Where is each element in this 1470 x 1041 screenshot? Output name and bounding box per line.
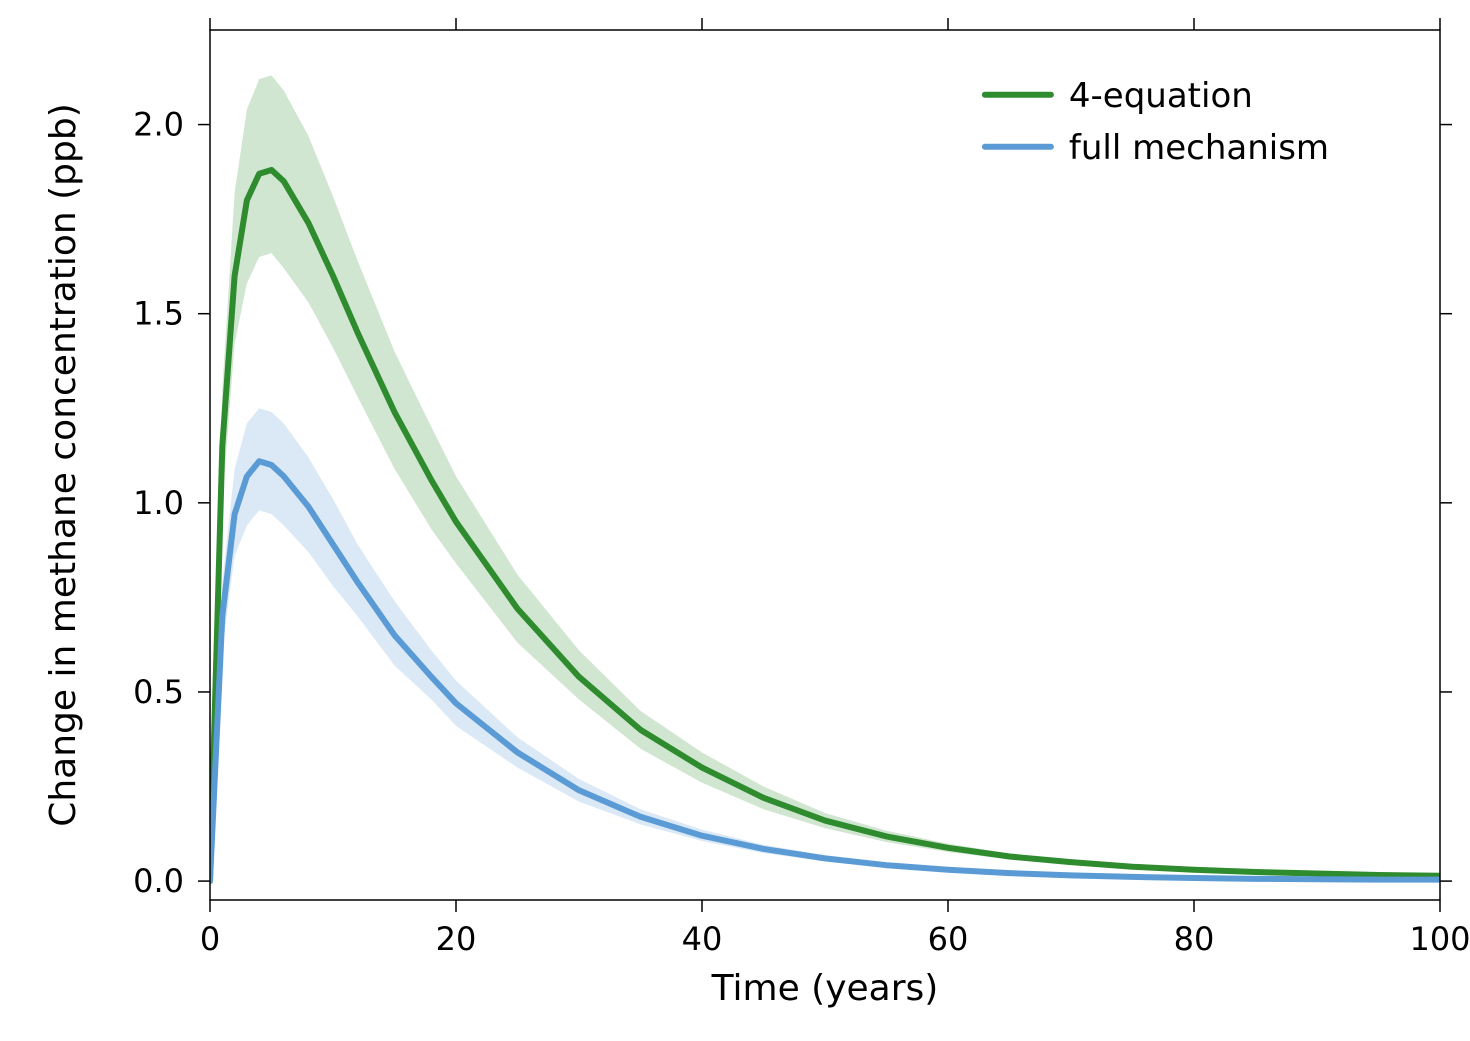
x-tick-label: 80 [1174, 920, 1215, 958]
y-tick-label: 0.0 [133, 862, 184, 900]
x-tick-label: 100 [1409, 920, 1470, 958]
legend-label: full mechanism [1069, 128, 1329, 168]
y-tick-label: 1.5 [133, 295, 184, 333]
x-axis-title: Time (years) [711, 968, 939, 1009]
methane-concentration-chart: 0 20 40 60 80 100 0.0 0.5 1.0 1.5 2.0 Time (years) C… [0, 0, 1470, 1041]
legend-label: 4-equation [1069, 76, 1253, 116]
x-tick-label: 60 [928, 920, 969, 958]
x-tick-label: 40 [682, 920, 723, 958]
y-axis-title: Change in methane concentration (ppb) [43, 103, 84, 827]
y-tick-label: 1.0 [133, 484, 184, 522]
x-tick-label: 20 [436, 920, 477, 958]
y-tick-label: 0.5 [133, 673, 184, 711]
x-tick-label: 0 [200, 920, 220, 958]
y-tick-label: 2.0 [133, 106, 184, 144]
